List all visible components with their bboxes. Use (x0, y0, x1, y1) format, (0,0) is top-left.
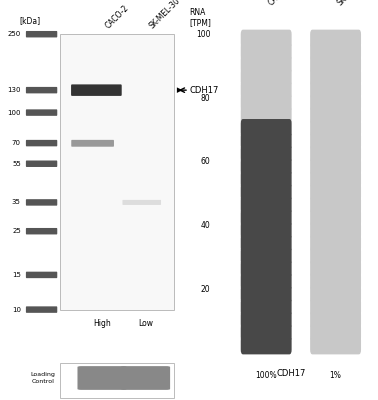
FancyBboxPatch shape (310, 234, 361, 252)
FancyBboxPatch shape (77, 366, 127, 390)
FancyBboxPatch shape (241, 234, 292, 252)
Text: 35: 35 (12, 200, 21, 206)
FancyBboxPatch shape (241, 272, 292, 290)
FancyBboxPatch shape (310, 310, 361, 329)
FancyBboxPatch shape (241, 208, 292, 227)
FancyBboxPatch shape (71, 140, 114, 147)
FancyBboxPatch shape (26, 31, 57, 38)
FancyBboxPatch shape (121, 366, 170, 390)
FancyBboxPatch shape (310, 157, 361, 176)
FancyBboxPatch shape (310, 106, 361, 124)
FancyBboxPatch shape (26, 140, 57, 146)
FancyBboxPatch shape (241, 30, 292, 48)
FancyBboxPatch shape (310, 94, 361, 112)
FancyBboxPatch shape (71, 84, 122, 96)
FancyBboxPatch shape (241, 68, 292, 86)
Text: CACO-2: CACO-2 (266, 0, 293, 8)
FancyBboxPatch shape (310, 272, 361, 290)
FancyBboxPatch shape (241, 42, 292, 61)
Text: RNA
[TPM]: RNA [TPM] (189, 8, 211, 27)
FancyBboxPatch shape (310, 132, 361, 150)
FancyBboxPatch shape (26, 109, 57, 116)
Text: CDH17: CDH17 (189, 86, 218, 95)
FancyBboxPatch shape (310, 68, 361, 86)
Text: 25: 25 (12, 228, 21, 234)
FancyBboxPatch shape (26, 306, 57, 313)
FancyBboxPatch shape (310, 285, 361, 303)
Text: 80: 80 (201, 94, 210, 102)
FancyBboxPatch shape (26, 228, 57, 234)
Text: High: High (93, 318, 111, 328)
FancyBboxPatch shape (241, 285, 292, 303)
FancyBboxPatch shape (310, 42, 361, 61)
FancyBboxPatch shape (241, 196, 292, 214)
Text: 1%: 1% (330, 370, 342, 380)
FancyBboxPatch shape (241, 183, 292, 201)
FancyBboxPatch shape (310, 183, 361, 201)
Text: CDH17: CDH17 (277, 369, 306, 378)
FancyBboxPatch shape (241, 247, 292, 265)
Text: 10: 10 (12, 306, 21, 313)
FancyBboxPatch shape (241, 221, 292, 240)
FancyBboxPatch shape (241, 170, 292, 188)
Text: CACO-2: CACO-2 (104, 4, 131, 30)
FancyBboxPatch shape (60, 362, 174, 398)
Text: [kDa]: [kDa] (19, 16, 40, 25)
Text: Low: Low (138, 318, 153, 328)
Text: SK-MEL-30: SK-MEL-30 (147, 0, 182, 30)
FancyBboxPatch shape (241, 144, 292, 163)
FancyBboxPatch shape (310, 336, 361, 354)
Text: 250: 250 (8, 31, 21, 37)
FancyBboxPatch shape (310, 221, 361, 240)
Text: SK-MEL-30: SK-MEL-30 (336, 0, 370, 8)
Text: Loading
Control: Loading Control (30, 372, 55, 384)
FancyBboxPatch shape (241, 106, 292, 124)
FancyBboxPatch shape (241, 55, 292, 74)
FancyBboxPatch shape (241, 260, 292, 278)
Text: 60: 60 (201, 157, 210, 166)
Text: 100%: 100% (256, 370, 277, 380)
FancyBboxPatch shape (241, 157, 292, 176)
FancyBboxPatch shape (241, 323, 292, 342)
FancyBboxPatch shape (60, 34, 174, 310)
FancyBboxPatch shape (310, 144, 361, 163)
FancyBboxPatch shape (26, 272, 57, 278)
FancyBboxPatch shape (310, 247, 361, 265)
FancyBboxPatch shape (241, 310, 292, 329)
Text: 70: 70 (12, 140, 21, 146)
FancyBboxPatch shape (241, 119, 292, 137)
FancyBboxPatch shape (122, 200, 161, 205)
FancyBboxPatch shape (26, 160, 57, 167)
FancyBboxPatch shape (310, 323, 361, 342)
FancyBboxPatch shape (310, 170, 361, 188)
FancyBboxPatch shape (310, 119, 361, 137)
FancyBboxPatch shape (241, 132, 292, 150)
Text: 100: 100 (7, 110, 21, 116)
Text: 20: 20 (201, 285, 210, 294)
FancyBboxPatch shape (241, 336, 292, 354)
Text: 130: 130 (7, 87, 21, 93)
Text: 15: 15 (12, 272, 21, 278)
Text: 40: 40 (201, 221, 210, 230)
FancyBboxPatch shape (310, 208, 361, 227)
FancyBboxPatch shape (310, 55, 361, 74)
FancyBboxPatch shape (241, 298, 292, 316)
FancyBboxPatch shape (26, 87, 57, 93)
FancyBboxPatch shape (310, 260, 361, 278)
Text: 55: 55 (12, 161, 21, 167)
FancyBboxPatch shape (241, 94, 292, 112)
FancyBboxPatch shape (310, 30, 361, 48)
FancyBboxPatch shape (310, 81, 361, 99)
FancyBboxPatch shape (26, 199, 57, 206)
FancyBboxPatch shape (241, 81, 292, 99)
FancyBboxPatch shape (310, 196, 361, 214)
FancyBboxPatch shape (310, 298, 361, 316)
Text: 100: 100 (196, 30, 210, 39)
